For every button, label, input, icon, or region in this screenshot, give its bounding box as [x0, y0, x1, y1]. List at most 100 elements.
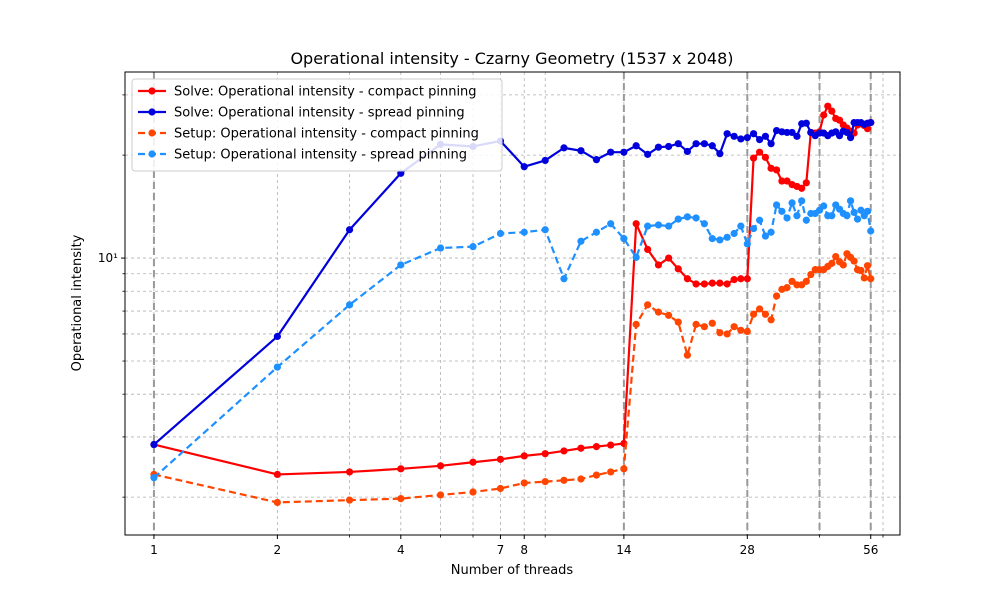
data-point — [620, 235, 628, 243]
data-point — [743, 134, 751, 142]
data-point — [607, 220, 615, 228]
data-point — [783, 214, 791, 222]
data-point — [730, 323, 738, 331]
data-point — [560, 476, 568, 484]
data-point — [846, 197, 855, 205]
data-point — [397, 465, 405, 473]
x-axis: 1 2 4 7 8 14 28 56 — [150, 535, 884, 557]
data-point — [692, 214, 700, 222]
data-point — [761, 153, 770, 161]
data-point — [828, 107, 836, 115]
y-axis: 10¹ — [98, 94, 125, 498]
data-point — [863, 207, 872, 215]
data-point — [632, 220, 640, 228]
data-point — [577, 237, 585, 245]
plot-frame — [124, 71, 901, 536]
data-point — [520, 479, 528, 487]
data-point — [592, 471, 601, 479]
data-point — [716, 236, 724, 244]
data-point — [857, 206, 865, 214]
legend: Solve: Operational intensity - compact p… — [131, 78, 503, 172]
data-point — [469, 458, 477, 466]
data-point — [345, 301, 354, 309]
data-point — [674, 318, 682, 326]
data-point — [577, 444, 585, 452]
data-point — [807, 270, 815, 279]
data-point — [716, 150, 724, 158]
data-point — [708, 319, 716, 327]
data-point — [654, 143, 663, 151]
data-point — [828, 212, 836, 220]
legend-entry-label: Setup: Operational intensity - compact p… — [174, 127, 479, 142]
x-tick-label: 8 — [520, 543, 528, 557]
data-point — [577, 475, 585, 483]
data-point — [700, 280, 708, 288]
data-point — [592, 156, 601, 164]
data-point — [654, 308, 663, 316]
data-point — [778, 177, 786, 185]
data-point — [700, 140, 708, 148]
data-point — [783, 283, 791, 292]
legend-entry-label: Setup: Operational intensity - spread pi… — [174, 148, 467, 163]
data-point — [824, 102, 832, 110]
data-point — [839, 261, 847, 269]
data-point — [665, 222, 673, 230]
data-point — [541, 226, 549, 234]
data-point — [761, 232, 770, 240]
data-point — [863, 262, 872, 270]
data-point — [700, 323, 708, 331]
data-point — [496, 229, 505, 238]
data-point — [802, 216, 810, 224]
data-point — [397, 261, 405, 269]
data-point — [700, 220, 708, 228]
data-point — [761, 132, 770, 140]
data-point — [843, 128, 851, 137]
data-point — [469, 488, 477, 496]
data-point — [743, 275, 751, 283]
data-point — [644, 301, 652, 309]
data-point — [436, 462, 445, 470]
data-point — [620, 148, 628, 156]
data-point — [867, 118, 875, 127]
data-point — [820, 111, 828, 119]
data-point — [788, 199, 796, 207]
y-tick-label: 10¹ — [98, 251, 118, 265]
data-point — [632, 142, 640, 150]
data-point — [743, 327, 751, 336]
data-point — [850, 257, 858, 265]
data-point — [843, 212, 851, 220]
data-point — [345, 226, 354, 234]
data-point — [397, 495, 405, 503]
data-point — [150, 440, 158, 449]
data-point — [708, 235, 716, 243]
data-point — [798, 184, 806, 192]
data-point — [665, 254, 673, 262]
x-tick-label: 7 — [497, 543, 505, 557]
data-point — [723, 130, 731, 138]
data-point — [857, 266, 865, 275]
data-point — [620, 465, 628, 473]
data-point — [654, 221, 663, 229]
data-point — [772, 292, 781, 300]
data-point — [692, 320, 700, 328]
data-point — [541, 156, 549, 165]
data-point — [755, 305, 764, 313]
x-tick-label: 1 — [150, 543, 158, 557]
data-point — [273, 363, 281, 371]
data-point — [708, 279, 716, 287]
data-point — [743, 240, 751, 248]
data-point — [860, 274, 868, 282]
data-point — [749, 154, 758, 162]
x-tick-label: 4 — [397, 543, 405, 557]
series-4 — [150, 197, 875, 482]
data-point — [541, 450, 549, 458]
data-point — [749, 130, 758, 138]
data-point — [683, 213, 691, 221]
data-point — [683, 275, 691, 283]
data-point — [674, 140, 682, 148]
y-axis-label: Operational intensity — [70, 234, 85, 371]
data-point — [723, 233, 731, 241]
data-point — [767, 140, 775, 148]
data-point — [345, 496, 354, 504]
data-point — [496, 484, 505, 493]
